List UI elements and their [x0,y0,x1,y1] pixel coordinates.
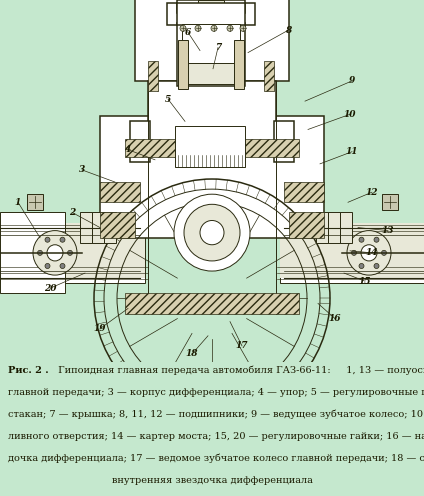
Bar [104,212,116,243]
Bar [100,182,140,202]
Bar [177,3,245,25]
Bar [284,182,324,202]
Circle shape [351,250,357,255]
Bar [175,126,245,167]
Circle shape [382,250,387,255]
Circle shape [240,25,246,31]
Bar [186,23,236,84]
Bar [100,212,135,238]
Text: 18: 18 [186,350,198,359]
Text: 13: 13 [382,226,394,235]
Bar [135,0,289,81]
Bar [316,212,328,243]
Bar [148,81,276,141]
Text: 17: 17 [236,341,248,350]
Circle shape [45,263,50,268]
Circle shape [174,194,250,271]
Circle shape [374,237,379,242]
Text: 11: 11 [346,147,358,156]
Bar [100,116,324,238]
Circle shape [374,263,379,268]
Bar [167,3,255,25]
Bar [130,122,150,162]
Text: 7: 7 [215,43,221,52]
Bar [280,223,424,283]
Bar [289,212,324,238]
Bar [178,41,188,89]
Text: главной передачи; 3 — корпус дифференциала; 4 — упор; 5 — регулировочные проклад: главной передачи; 3 — корпус дифференциа… [8,388,424,397]
Bar [92,212,104,243]
Bar [148,61,158,91]
Text: 14: 14 [366,248,378,257]
Text: 15: 15 [359,277,371,286]
Bar [0,223,145,283]
Circle shape [361,245,377,261]
Bar [80,212,92,243]
Circle shape [180,25,186,31]
Circle shape [37,250,42,255]
Bar [125,138,299,157]
Bar [264,61,274,91]
Circle shape [60,263,65,268]
Text: 9: 9 [349,76,355,85]
Text: 1: 1 [15,198,21,207]
Text: 19: 19 [94,324,106,333]
Circle shape [60,237,65,242]
Bar [382,194,398,210]
Bar [340,212,352,243]
Circle shape [347,231,391,275]
Bar [0,212,65,293]
Circle shape [200,221,224,245]
Text: 12: 12 [366,187,378,197]
Circle shape [227,25,233,31]
Circle shape [184,204,240,261]
Text: 16: 16 [329,314,341,323]
Circle shape [33,231,77,275]
Text: внутренняя звездочка дифференциала: внутренняя звездочка дифференциала [112,476,312,485]
Circle shape [359,237,364,242]
Circle shape [45,237,50,242]
Text: дочка дифференциала; 17 — ведомое зубчатое колесо главной передачи; 18 — сухарь;: дочка дифференциала; 17 — ведомое зубчат… [8,454,424,463]
Bar [178,41,188,89]
Text: стакан; 7 — крышка; 8, 11, 12 — подшипники; 9 — ведущее зубчатое колесо; 10 — пр: стакан; 7 — крышка; 8, 11, 12 — подшипни… [8,410,424,419]
Circle shape [195,25,201,31]
Text: 2: 2 [69,208,75,217]
Bar [234,41,244,89]
Bar [198,0,224,8]
Text: 5: 5 [165,95,171,104]
Text: Рис. 2 .: Рис. 2 . [8,366,49,375]
Text: 8: 8 [285,26,291,35]
Text: 4: 4 [125,145,131,154]
Bar [0,223,145,278]
Bar [177,23,245,86]
Text: 20: 20 [44,284,56,293]
Text: Гипоидная главная передача автомобиля ГАЗ-66-11:     1, 13 — полуоси; 2 — картер: Гипоидная главная передача автомобиля ГА… [55,366,424,375]
Bar [328,212,340,243]
Bar [27,194,43,210]
Bar [280,223,424,278]
Circle shape [47,245,63,261]
Bar [125,293,299,313]
Bar [234,41,244,89]
Circle shape [359,263,364,268]
Circle shape [67,250,73,255]
Text: 6: 6 [185,28,191,37]
Text: ливного отверстия; 14 — картер моста; 15, 20 — регулировочные гайки; 16 — наружн: ливного отверстия; 14 — картер моста; 15… [8,432,424,441]
Bar [182,24,240,62]
Text: 3: 3 [79,165,85,175]
Bar [274,122,294,162]
Circle shape [211,25,217,31]
Bar [177,0,245,13]
Text: 10: 10 [344,110,356,119]
